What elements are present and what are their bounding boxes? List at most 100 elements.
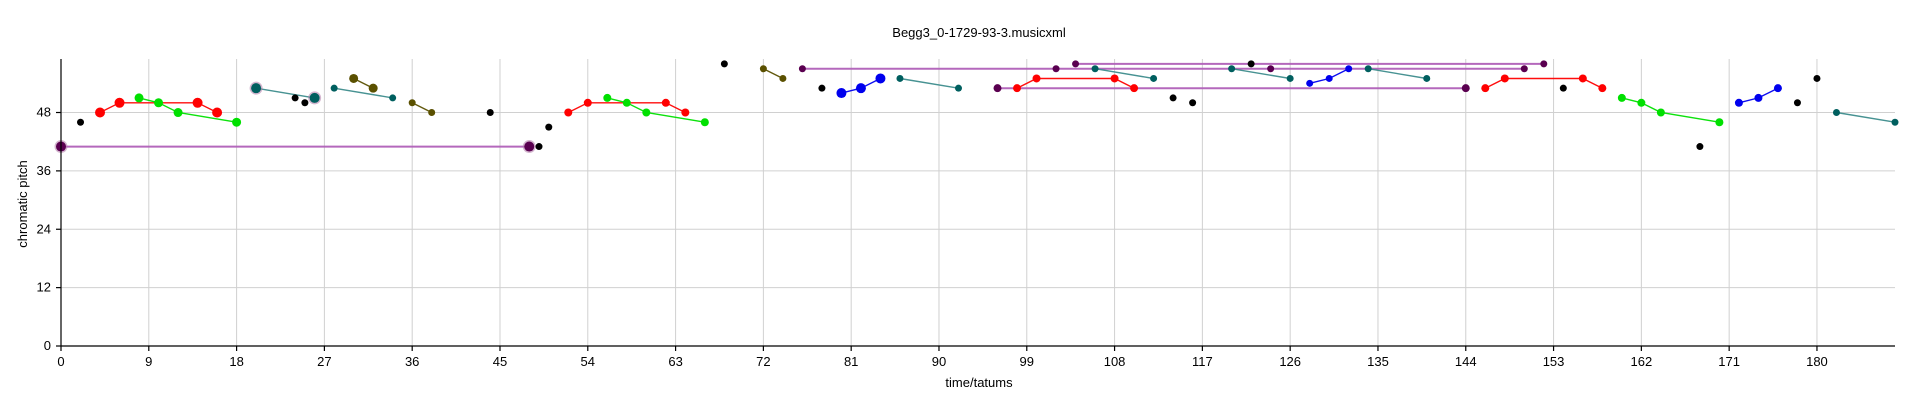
data-point [1032, 74, 1041, 83]
data-point [173, 108, 183, 118]
x-tick-label: 0 [57, 354, 64, 369]
data-point [798, 65, 806, 73]
series-line [1621, 97, 1720, 123]
data-point [1540, 60, 1548, 68]
data-point [1150, 74, 1158, 82]
data-point [1423, 74, 1431, 82]
x-tick-label: 126 [1279, 354, 1301, 369]
data-point [535, 143, 543, 151]
data-point [818, 84, 826, 92]
data-point [1832, 109, 1840, 117]
data-point [1052, 65, 1060, 73]
data-point [622, 98, 631, 107]
data-point [1091, 65, 1099, 73]
series-line [138, 97, 237, 123]
data-point [1734, 98, 1743, 107]
axes: 0 9 18 27 36 45 54 63 72 81 90 99 108 117 126 135 144 153… [37, 59, 1895, 369]
data-point [330, 84, 338, 92]
data-point [564, 108, 573, 117]
grid [60, 59, 1895, 347]
series-line [899, 77, 959, 89]
series-line [607, 97, 706, 123]
data-point [1345, 65, 1353, 73]
y-tick-label: 24 [37, 221, 51, 236]
data-point [1598, 84, 1607, 93]
data-point [1247, 60, 1255, 68]
x-tick-label: 180 [1806, 354, 1828, 369]
data-point [1500, 74, 1509, 83]
data-point [896, 74, 904, 82]
x-tick-label: 9 [145, 354, 152, 369]
data-point [1228, 65, 1236, 73]
x-tick-label: 72 [756, 354, 770, 369]
data-point [1715, 118, 1724, 127]
x-tick-label: 135 [1367, 354, 1389, 369]
data-point [95, 107, 106, 118]
data-point [389, 94, 397, 102]
data-point [1189, 99, 1197, 107]
x-tick-label: 99 [1020, 354, 1034, 369]
data-point [1813, 74, 1821, 82]
data-point [993, 84, 1002, 93]
data-point [524, 141, 535, 152]
data-point [836, 88, 847, 99]
y-tick-label: 48 [37, 105, 51, 120]
data-point [720, 60, 728, 68]
x-tick-label: 153 [1543, 354, 1565, 369]
x-axis-label: time/tatums [945, 375, 1013, 390]
data-point [1286, 74, 1294, 82]
data-point [1891, 118, 1899, 126]
data-point [114, 97, 125, 108]
data-point [309, 92, 320, 103]
data-point [583, 98, 592, 107]
data-point [1773, 84, 1782, 93]
data-point [1461, 84, 1470, 93]
x-tick-label: 54 [581, 354, 595, 369]
data-point [1325, 74, 1333, 82]
x-tick-label: 144 [1455, 354, 1477, 369]
x-tick-label: 108 [1104, 354, 1126, 369]
x-tick-label: 45 [493, 354, 507, 369]
data-point [192, 97, 203, 108]
series-line [1094, 68, 1154, 80]
data-point [1617, 93, 1626, 102]
series-line [1368, 68, 1427, 80]
x-tick-label: 63 [668, 354, 682, 369]
series-line [1484, 77, 1603, 89]
data-point [855, 83, 866, 94]
data-point [77, 118, 85, 126]
data-point [759, 65, 767, 73]
x-tick-label: 117 [1192, 354, 1213, 369]
x-tick-label: 162 [1631, 354, 1653, 369]
data-point [1559, 84, 1567, 92]
data-point [1793, 99, 1801, 107]
data-point [1637, 98, 1646, 107]
data-point [1520, 65, 1528, 73]
data-point [1696, 143, 1704, 151]
x-tick-label: 36 [405, 354, 419, 369]
x-tick-label: 90 [932, 354, 946, 369]
x-tick-label: 27 [317, 354, 331, 369]
data-point [661, 98, 670, 107]
series-line [763, 68, 784, 80]
series-line [1016, 77, 1135, 89]
series-line [411, 102, 433, 114]
data-point [408, 99, 416, 107]
data-point [1364, 65, 1372, 73]
data-point [1013, 84, 1022, 93]
data-point [154, 98, 164, 108]
data-point [1656, 108, 1665, 117]
data-point [603, 93, 612, 102]
data-point [700, 118, 709, 127]
data-point [1130, 84, 1139, 93]
series-line [1231, 68, 1291, 80]
data-point [1578, 74, 1587, 83]
data-point [134, 93, 144, 103]
data-point [681, 108, 690, 117]
data-point [301, 99, 309, 107]
data-point [875, 73, 886, 84]
series-line [1836, 111, 1896, 123]
data-point [1072, 60, 1080, 68]
